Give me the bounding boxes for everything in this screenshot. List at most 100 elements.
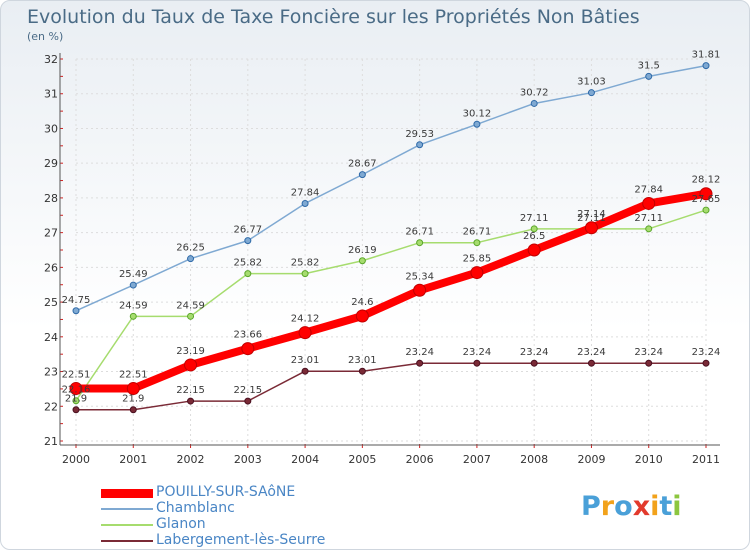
legend-label: Glanon [156, 516, 206, 532]
data-label: 22.51 [62, 370, 91, 381]
data-point [702, 359, 710, 367]
data-point [72, 406, 80, 414]
data-label: 30.72 [520, 87, 549, 98]
data-label: 28.12 [692, 175, 721, 186]
x-tick-label: 2009 [577, 453, 605, 466]
data-point [527, 243, 541, 257]
x-tick-label: 2000 [62, 453, 90, 466]
data-labels: 24.75 25.49 26.25 26.77 27.84 28.67 29.53 30.12… [62, 50, 721, 405]
data-label: 28.67 [348, 159, 377, 170]
data-label: 27.65 [692, 194, 721, 205]
x-tick-label: 2008 [520, 453, 548, 466]
data-label: 31.81 [692, 50, 721, 61]
data-label: 24.12 [291, 314, 320, 325]
data-label: 24.75 [62, 295, 91, 306]
data-label: 22.15 [233, 385, 262, 396]
data-label: 26.19 [348, 245, 377, 256]
data-point [584, 221, 598, 235]
legend-item-pouilly: POUILLY-SUR-SAôNE [101, 484, 361, 501]
data-label: 25.49 [119, 269, 148, 280]
data-point [702, 206, 710, 214]
axes: 21 22 23 24 25 26 27 28 29 30 31 32 2000 2001 2002 2003… [44, 53, 720, 466]
data-point [473, 359, 481, 367]
series-line-1 [75, 64, 707, 312]
data-label: 27.11 [634, 213, 663, 224]
data-label: 23.01 [348, 355, 377, 366]
data-label: 22.51 [119, 370, 148, 381]
data-point [416, 239, 424, 247]
data-label: 22.15 [176, 385, 205, 396]
legend-swatch [101, 540, 153, 542]
data-label: 26.71 [405, 227, 434, 238]
data-point [187, 312, 195, 320]
x-tick-label: 2006 [406, 453, 434, 466]
data-label: 23.24 [692, 347, 721, 358]
y-tick-label: 23 [44, 366, 58, 379]
data-label: 22.16 [62, 385, 91, 396]
legend-label: Labergement-lès-Seurre [156, 532, 326, 548]
data-point [187, 397, 195, 405]
data-point [187, 255, 195, 263]
data-point [355, 309, 369, 323]
data-point [413, 283, 427, 297]
data-point [301, 367, 309, 375]
data-point [358, 257, 366, 265]
data-label: 21.9 [65, 394, 87, 405]
logo-letter: t [659, 491, 673, 522]
data-point [530, 359, 538, 367]
data-point [184, 358, 198, 372]
y-tick-label: 24 [44, 331, 58, 344]
y-tick-label: 26 [44, 261, 58, 274]
grid [75, 58, 707, 442]
x-tick-label: 2002 [177, 453, 205, 466]
legend-label: POUILLY-SUR-SAôNE [156, 484, 296, 500]
data-label: 23.24 [405, 347, 434, 358]
data-point [129, 281, 137, 289]
legend-item-labergement: Labergement-lès-Seurre [101, 532, 361, 549]
legend-item-chamblanc: Chamblanc [101, 500, 361, 517]
legend-label: Chamblanc [156, 500, 235, 516]
legend-swatch [101, 524, 153, 526]
y-tick-label: 27 [44, 227, 58, 240]
y-tick-label: 25 [44, 296, 58, 309]
series-layer [69, 62, 713, 414]
data-point [72, 397, 80, 405]
data-point [470, 266, 484, 280]
data-point [298, 326, 312, 340]
data-point [126, 382, 140, 396]
y-tick-label: 31 [44, 88, 58, 101]
data-point [129, 312, 137, 320]
data-point [587, 359, 595, 367]
data-point [642, 196, 656, 210]
data-label: 26.71 [463, 227, 492, 238]
data-label: 30.12 [463, 108, 492, 119]
data-point [702, 62, 710, 70]
data-label: 25.82 [233, 258, 262, 269]
data-point [301, 270, 309, 278]
x-tick-label: 2011 [692, 453, 720, 466]
x-tick-label: 2005 [348, 453, 376, 466]
y-tick-label: 29 [44, 157, 58, 170]
data-label: 26.25 [176, 243, 205, 254]
legend-swatch [101, 508, 153, 510]
data-label: 23.19 [176, 346, 205, 357]
series-line-2 [75, 209, 707, 402]
data-point [645, 72, 653, 80]
series-line-0 [76, 189, 707, 393]
data-point [530, 225, 538, 233]
data-point [699, 187, 713, 201]
x-tick-label: 2001 [119, 453, 147, 466]
data-point [72, 307, 80, 315]
data-point [473, 120, 481, 128]
data-label: 31.5 [638, 60, 660, 71]
data-point [587, 89, 595, 97]
data-label: 29.53 [405, 129, 434, 140]
legend: POUILLY-SUR-SAôNE Chamblanc Glanon Laber… [101, 484, 361, 549]
y-tick-label: 22 [44, 400, 58, 413]
data-label: 31.03 [577, 77, 606, 88]
data-label: 21.9 [122, 394, 144, 405]
y-tick-label: 32 [44, 53, 58, 66]
series-line-3 [76, 362, 706, 411]
